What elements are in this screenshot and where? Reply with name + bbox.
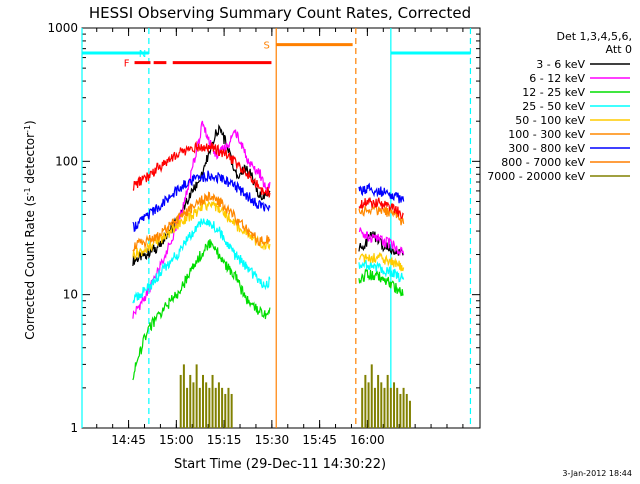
series-8 — [179, 364, 411, 428]
series-line — [132, 218, 271, 304]
legend-header-line2: Att 0 — [606, 43, 632, 56]
series-5 — [132, 191, 405, 252]
series-line — [358, 197, 405, 220]
flag-marker-label: N — [139, 49, 146, 60]
series-line — [132, 191, 271, 252]
chart-title: HESSI Observing Summary Count Rates, Cor… — [89, 4, 471, 22]
legend-label: 3 - 6 keV — [536, 58, 585, 71]
y-axis-label-sup: -1 — [23, 125, 32, 133]
y-tick-label: 1000 — [47, 21, 78, 35]
x-axis-label: Start Time (29-Dec-11 14:30:22) — [174, 457, 386, 472]
series-line — [132, 170, 271, 233]
y-axis-label-part: ) — [23, 120, 37, 125]
series-line — [132, 200, 271, 261]
series-line — [358, 227, 405, 257]
series-line — [358, 268, 404, 297]
series-4 — [132, 200, 405, 272]
legend-header-line1: Det 1,3,4,5,6, — [556, 30, 632, 43]
legend-label: 100 - 300 keV — [508, 128, 585, 141]
timestamp: 3-Jan-2012 18:44 — [562, 469, 632, 478]
series-line — [358, 204, 405, 226]
flag-marker-label: S — [263, 41, 269, 52]
series-6 — [132, 170, 405, 233]
series-line — [358, 259, 405, 283]
flag-marker-label: F — [124, 59, 130, 70]
x-tick-label: 15:00 — [159, 433, 194, 447]
y-tick-label: 1 — [70, 421, 78, 435]
plot-area: 1 10 100 1000 14:45 15:00 15:15 15:30 15:45 16:00… — [47, 21, 481, 447]
series-2 — [132, 239, 404, 381]
legend-label: 50 - 100 keV — [515, 114, 585, 127]
y-axis-label: Corrected Count Rate (s-1 detector-1) — [23, 120, 38, 339]
x-tick-label: 15:30 — [255, 433, 290, 447]
series-3 — [132, 218, 405, 304]
y-tick-label: 100 — [55, 154, 78, 168]
legend-label: 25 - 50 keV — [522, 100, 585, 113]
legend-label: 7000 - 20000 keV — [487, 170, 585, 183]
series-line — [132, 140, 271, 198]
y-axis-label-part: detector — [23, 133, 37, 188]
series-7 — [132, 140, 405, 220]
y-axis-label-part: Corrected Count Rate (s — [23, 195, 37, 339]
legend-label: 12 - 25 keV — [522, 86, 585, 99]
x-tick-label: 15:15 — [207, 433, 242, 447]
x-tick-label: 15:45 — [302, 433, 337, 447]
legend-label: 300 - 800 keV — [508, 142, 585, 155]
x-tick-label: 16:00 — [350, 433, 385, 447]
series-line — [358, 182, 405, 204]
series-line — [132, 239, 271, 381]
legend-label: 6 - 12 keV — [529, 72, 585, 85]
series-line — [358, 251, 405, 272]
series-line — [358, 231, 404, 256]
y-tick-label: 10 — [63, 288, 78, 302]
y-axis-label-sup: -1 — [23, 187, 32, 195]
legend-label: 800 - 7000 keV — [501, 156, 585, 169]
x-tick-label: 14:45 — [111, 433, 146, 447]
